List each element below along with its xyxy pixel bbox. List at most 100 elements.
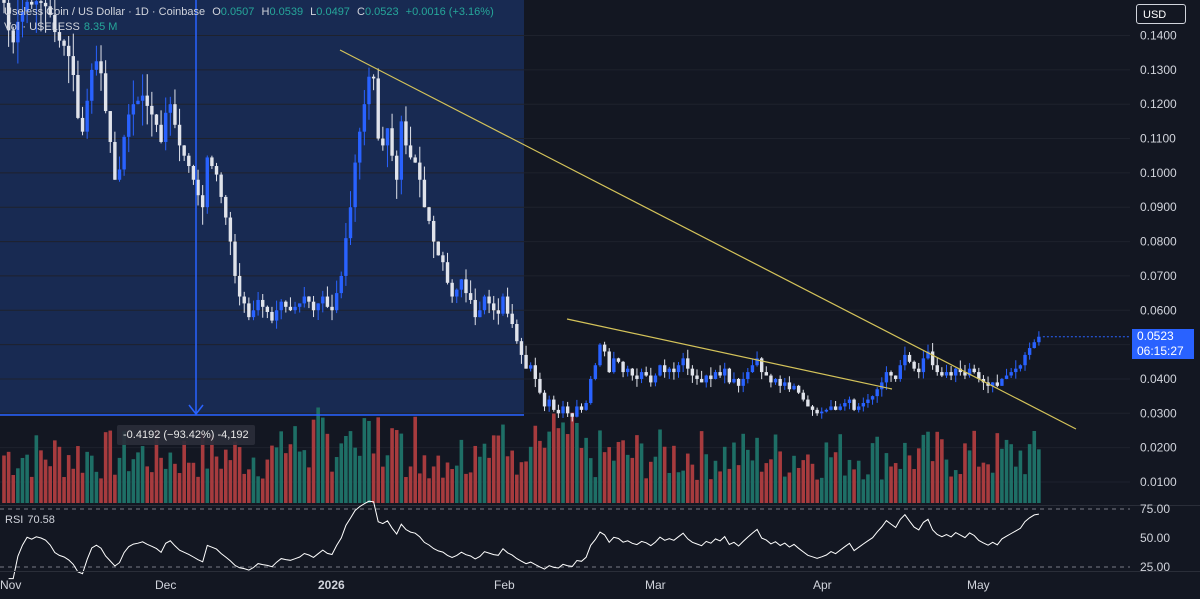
volume-bar (43, 459, 48, 503)
candle-body (117, 169, 122, 180)
candle-body (316, 303, 320, 311)
candle-body (783, 382, 787, 386)
currency-button[interactable]: USD (1136, 4, 1186, 24)
candle-body (436, 241, 440, 256)
volume-bar (542, 447, 547, 503)
candle-body (408, 145, 413, 158)
candle-body (482, 296, 487, 311)
rsi-value: 70.58 (27, 514, 55, 526)
rsi-tick-label: 25.00 (1140, 560, 1170, 574)
volume-bar (427, 478, 431, 503)
price-tick-label: 0.1000 (1140, 166, 1177, 180)
volume-bar (598, 430, 602, 503)
candle-body (358, 131, 362, 163)
volume-bar (972, 430, 976, 503)
candle-body (1027, 348, 1032, 355)
time-tick-label: 2026 (318, 578, 345, 592)
candle-body (150, 105, 154, 115)
candle-body (570, 413, 574, 417)
volume-bar (1027, 444, 1032, 503)
candle-body (736, 378, 741, 386)
volume-bar (551, 413, 556, 503)
candle-body (219, 174, 223, 197)
volume-bar (1004, 439, 1009, 503)
volume-bar (191, 462, 196, 503)
volume-bar (53, 440, 57, 503)
candle-body (829, 406, 833, 410)
volume-bar (394, 430, 399, 503)
volume-bar (344, 435, 348, 503)
volume-bar (237, 447, 242, 503)
candle-body (478, 310, 482, 318)
candle-body (575, 406, 579, 417)
candle-body (584, 403, 588, 410)
volume-bar (695, 479, 699, 503)
volume-bar (662, 446, 667, 503)
volume-bar (1032, 430, 1037, 503)
candle-body (376, 78, 380, 139)
volume-bar (177, 473, 182, 503)
candle-body (787, 382, 792, 390)
volume-bar (843, 475, 847, 503)
symbol-name[interactable]: Useless Coin / US Dollar · 1D · Coinbase (4, 6, 206, 18)
volume-bar (325, 433, 330, 503)
volume-bar (995, 433, 1000, 503)
volume-bar (926, 431, 930, 503)
volume-label[interactable]: Vol · USELESS (4, 21, 80, 33)
volume-bar (25, 454, 29, 503)
candle-body (390, 128, 394, 156)
volume-bar (847, 459, 852, 503)
volume-bar (339, 443, 344, 503)
volume-bar (722, 446, 727, 503)
volume-bar (838, 434, 843, 503)
volume-bar (482, 443, 487, 503)
candle-body (792, 385, 796, 390)
time-tick-label: Apr (813, 578, 832, 592)
volume-bar (205, 468, 210, 503)
volume-bar (29, 476, 34, 503)
candle-body (653, 375, 658, 383)
candle-body (796, 385, 801, 393)
candle-body (602, 344, 607, 352)
candle-body (492, 303, 496, 311)
candle-body (565, 406, 570, 414)
candle-body (487, 296, 491, 304)
candle-body (288, 306, 293, 311)
candle-body (644, 372, 648, 376)
candle-body (759, 358, 764, 373)
volume-bar (907, 455, 912, 503)
volume-bar (1023, 474, 1027, 503)
volume-bar (1009, 444, 1013, 503)
volume-bar (903, 442, 907, 503)
volume-bar (450, 469, 454, 503)
candle-body (533, 365, 537, 379)
volume-bar (977, 466, 981, 503)
volume-bar (228, 460, 233, 503)
candle-body (187, 155, 191, 167)
candle-body (833, 406, 838, 410)
candle-body (967, 368, 972, 376)
volume-bar (103, 432, 108, 503)
candle-body (127, 114, 131, 137)
candle-body (921, 358, 926, 373)
volume-bar (584, 437, 588, 503)
rsi-label[interactable]: RSI (5, 514, 24, 526)
volume-bar (796, 467, 801, 503)
candle-body (1018, 365, 1023, 369)
candle-body (168, 104, 173, 113)
candle-body (870, 396, 875, 400)
volume-bar (431, 466, 436, 503)
candle-body (1000, 378, 1004, 386)
candle-body (441, 255, 445, 263)
candle-body (806, 399, 810, 407)
low-label: L (310, 6, 317, 18)
volume-bar (247, 469, 251, 503)
volume-bar (311, 419, 316, 503)
price-tick-label: 0.0900 (1140, 200, 1177, 214)
candle-body (2, 0, 6, 3)
volume-bar (223, 449, 228, 503)
volume-bar (242, 473, 247, 503)
last-price-tag: 0.0523 06:15:27 (1132, 329, 1194, 359)
candle-body (801, 392, 805, 400)
